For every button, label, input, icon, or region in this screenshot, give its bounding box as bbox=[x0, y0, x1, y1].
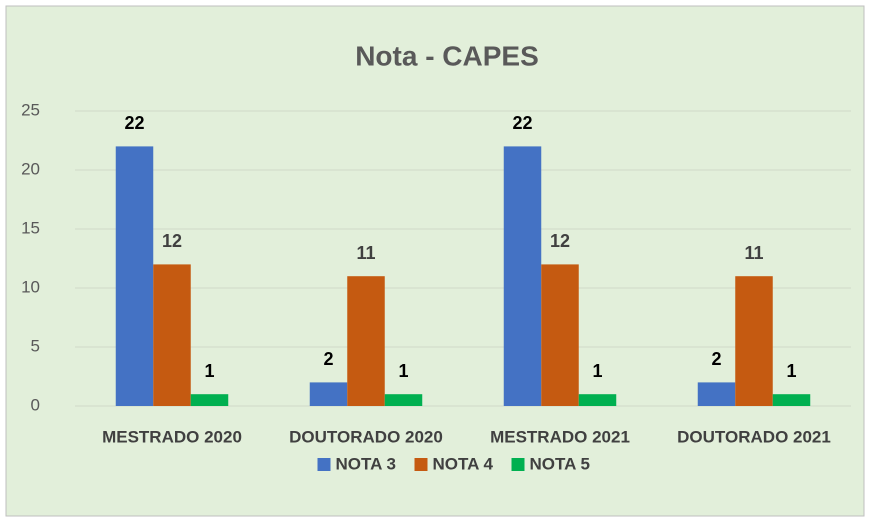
data-label: 22 bbox=[512, 113, 532, 133]
bar bbox=[347, 276, 385, 406]
bar bbox=[309, 382, 348, 406]
bar bbox=[541, 264, 579, 406]
legend-label: NOTA 4 bbox=[433, 454, 494, 473]
y-tick-label: 25 bbox=[21, 100, 40, 119]
y-tick-label: 20 bbox=[21, 159, 40, 178]
legend-swatch bbox=[511, 458, 525, 471]
x-tick-label: MESTRADO 2020 bbox=[102, 427, 242, 446]
data-label: 2 bbox=[711, 349, 721, 369]
y-tick-label: 5 bbox=[31, 336, 40, 355]
bar bbox=[772, 394, 811, 406]
data-label: 1 bbox=[592, 361, 602, 381]
bar bbox=[697, 382, 736, 406]
data-label: 2 bbox=[323, 349, 333, 369]
data-label: 12 bbox=[162, 231, 182, 251]
bar bbox=[115, 146, 154, 406]
bar bbox=[503, 146, 542, 406]
legend-label: NOTA 3 bbox=[336, 454, 396, 473]
data-label: 11 bbox=[356, 243, 375, 263]
bar bbox=[153, 264, 191, 406]
x-tick-label: MESTRADO 2021 bbox=[490, 427, 630, 446]
legend-swatch bbox=[317, 458, 331, 471]
x-tick-label: DOUTORADO 2020 bbox=[289, 427, 443, 446]
y-tick-label: 10 bbox=[21, 277, 40, 296]
x-tick-label: DOUTORADO 2021 bbox=[677, 427, 831, 446]
data-label: 1 bbox=[786, 361, 796, 381]
data-label: 1 bbox=[204, 361, 214, 381]
data-label: 12 bbox=[550, 231, 570, 251]
bar bbox=[735, 276, 773, 406]
data-label: 11 bbox=[744, 243, 763, 263]
legend-swatch bbox=[414, 458, 428, 471]
bar bbox=[578, 394, 617, 406]
chart-title: Nota - CAPES bbox=[355, 40, 539, 71]
legend-label: NOTA 5 bbox=[530, 454, 590, 473]
data-label: 1 bbox=[398, 361, 408, 381]
y-tick-label: 0 bbox=[31, 395, 40, 414]
bar bbox=[384, 394, 423, 406]
data-label: 22 bbox=[124, 113, 144, 133]
y-tick-label: 15 bbox=[21, 218, 40, 237]
bar bbox=[190, 394, 229, 406]
